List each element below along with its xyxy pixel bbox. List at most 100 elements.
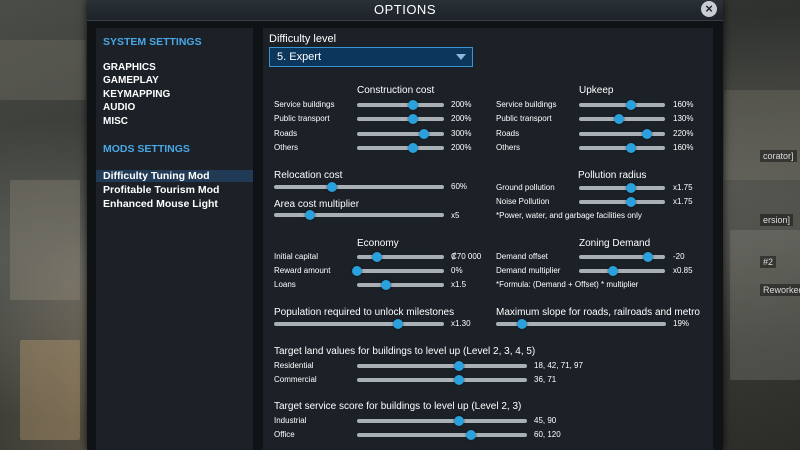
pollution-value: x1.75 [673, 183, 693, 192]
economy-value: 0% [451, 266, 463, 275]
upkeep-value: 220% [673, 129, 694, 138]
slider-knob[interactable] [516, 319, 527, 329]
slider-knob[interactable] [613, 114, 624, 124]
relocation-slider[interactable] [274, 182, 444, 192]
slider-knob[interactable] [454, 361, 464, 371]
construction-slider[interactable] [357, 129, 444, 139]
land-values-slider[interactable] [357, 375, 527, 385]
pollution-value: x1.75 [673, 197, 693, 206]
difficulty-label: Difficulty level [269, 33, 337, 45]
slider-knob[interactable] [625, 143, 636, 153]
window-title: OPTIONS [87, 0, 723, 21]
slider-knob[interactable] [454, 416, 464, 426]
sidebar-item-difficulty-tuning-mod[interactable]: Difficulty Tuning Mod [96, 170, 253, 182]
zoning-slider[interactable] [579, 266, 665, 276]
construction-label: Others [274, 143, 299, 152]
slider-knob[interactable] [352, 266, 362, 276]
service-score-slider[interactable] [357, 416, 527, 426]
service-score-heading: Target service score for buildings to le… [274, 401, 522, 412]
slider-knob[interactable] [625, 197, 636, 207]
slider-knob[interactable] [407, 100, 418, 110]
upkeep-label: Roads [496, 129, 520, 138]
bg-label: ersion] [760, 214, 794, 226]
upkeep-label: Others [496, 143, 521, 152]
slider-knob[interactable] [393, 319, 404, 329]
relocation-value: 60% [451, 182, 468, 191]
pollution-slider[interactable] [579, 197, 665, 207]
slider-knob[interactable] [625, 100, 636, 110]
sidebar-item-keymapping[interactable]: KEYMAPPING [103, 89, 171, 100]
slider-knob[interactable] [304, 210, 315, 220]
area-cost-slider[interactable] [274, 210, 444, 220]
economy-slider[interactable] [357, 280, 444, 290]
zoning-heading: Zoning Demand [579, 238, 651, 249]
pollution-note: *Power, water, and garbage facilities on… [496, 211, 642, 220]
construction-slider[interactable] [357, 143, 444, 153]
zoning-slider[interactable] [579, 252, 665, 262]
economy-slider[interactable] [357, 252, 444, 262]
land-values-label: Commercial [274, 375, 317, 384]
sidebar-item-graphics[interactable]: GRAPHICS [103, 62, 156, 73]
sidebar-item-profitable-tourism-mod[interactable]: Profitable Tourism Mod [103, 184, 220, 196]
service-score-slider[interactable] [357, 430, 527, 440]
mods-settings-heading: MODS SETTINGS [103, 143, 190, 155]
pollution-slider[interactable] [579, 183, 665, 193]
slider-knob[interactable] [407, 143, 418, 153]
slider-knob[interactable] [625, 183, 636, 193]
zoning-value: x0.85 [673, 266, 693, 275]
economy-heading: Economy [357, 238, 399, 249]
construction-label: Service buildings [274, 100, 335, 109]
service-score-label: Office [274, 430, 295, 439]
construction-heading: Construction cost [357, 85, 435, 96]
sidebar: SYSTEM SETTINGS GRAPHICS GAMEPLAY KEYMAP… [96, 28, 253, 450]
slider-knob[interactable] [418, 129, 429, 139]
sidebar-item-misc[interactable]: MISC [103, 116, 128, 127]
difficulty-dropdown[interactable]: 5. Expert [269, 47, 473, 67]
upkeep-heading: Upkeep [579, 85, 614, 96]
service-score-value: 60, 120 [534, 430, 561, 439]
upkeep-slider[interactable] [579, 143, 665, 153]
slider-knob[interactable] [465, 430, 476, 440]
construction-label: Roads [274, 129, 298, 138]
max-slope-value: 19% [673, 319, 690, 328]
population-slider[interactable] [274, 319, 444, 329]
sidebar-item-gameplay[interactable]: GAMEPLAY [103, 75, 159, 86]
system-settings-heading: SYSTEM SETTINGS [103, 36, 202, 48]
area-cost-value: x5 [451, 211, 460, 220]
pollution-heading: Pollution radius [578, 170, 647, 181]
zoning-value: -20 [673, 252, 685, 261]
upkeep-value: 160% [673, 100, 694, 109]
land-values-slider[interactable] [357, 361, 527, 371]
construction-slider[interactable] [357, 100, 444, 110]
close-icon[interactable]: × [701, 1, 717, 17]
upkeep-slider[interactable] [579, 100, 665, 110]
slider-knob[interactable] [642, 252, 653, 262]
slider-knob[interactable] [407, 114, 418, 124]
sidebar-item-enhanced-mouse-light[interactable]: Enhanced Mouse Light [103, 198, 218, 210]
population-value: x1.30 [451, 319, 471, 328]
sidebar-item-audio[interactable]: AUDIO [103, 102, 136, 113]
construction-slider[interactable] [357, 114, 444, 124]
slider-knob[interactable] [372, 252, 382, 262]
upkeep-label: Service buildings [496, 100, 557, 109]
slider-knob[interactable] [326, 182, 337, 192]
service-score-value: 45, 90 [534, 416, 557, 425]
max-slope-slider[interactable] [496, 319, 666, 329]
upkeep-value: 130% [673, 114, 694, 123]
economy-label: Loans [274, 280, 296, 289]
bg-label: corator] [760, 150, 797, 162]
construction-value: 200% [451, 114, 472, 123]
economy-label: Initial capital [274, 252, 319, 261]
slider-knob[interactable] [607, 266, 618, 276]
slider-knob[interactable] [454, 375, 464, 385]
max-slope-label: Maximum slope for roads, railroads and m… [496, 307, 700, 318]
upkeep-value: 160% [673, 143, 694, 152]
upkeep-slider[interactable] [579, 129, 665, 139]
construction-value: 200% [451, 100, 472, 109]
upkeep-slider[interactable] [579, 114, 665, 124]
slider-knob[interactable] [641, 129, 652, 139]
pollution-label: Ground pollution [496, 183, 555, 192]
slider-knob[interactable] [380, 280, 391, 290]
service-score-label: Industrial [274, 416, 307, 425]
economy-slider[interactable] [352, 266, 444, 276]
